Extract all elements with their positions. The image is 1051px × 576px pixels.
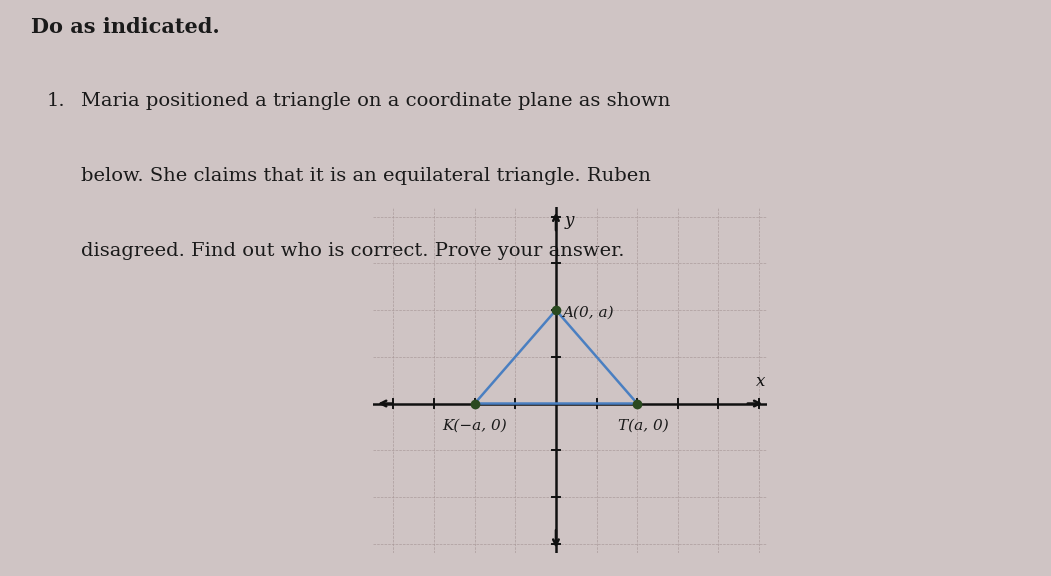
Text: T(a, 0): T(a, 0) [618,418,668,433]
Text: x: x [757,373,766,391]
Text: Do as indicated.: Do as indicated. [32,17,220,37]
Text: K(−a, 0): K(−a, 0) [442,418,507,433]
Text: disagreed. Find out who is correct. Prove your answer.: disagreed. Find out who is correct. Prov… [81,242,624,260]
Text: below. She claims that it is an equilateral triangle. Ruben: below. She claims that it is an equilate… [81,167,652,185]
Text: A(0, a): A(0, a) [562,305,614,320]
Text: 1.: 1. [47,92,65,110]
Text: y: y [564,212,574,229]
Text: Maria positioned a triangle on a coordinate plane as shown: Maria positioned a triangle on a coordin… [81,92,671,110]
